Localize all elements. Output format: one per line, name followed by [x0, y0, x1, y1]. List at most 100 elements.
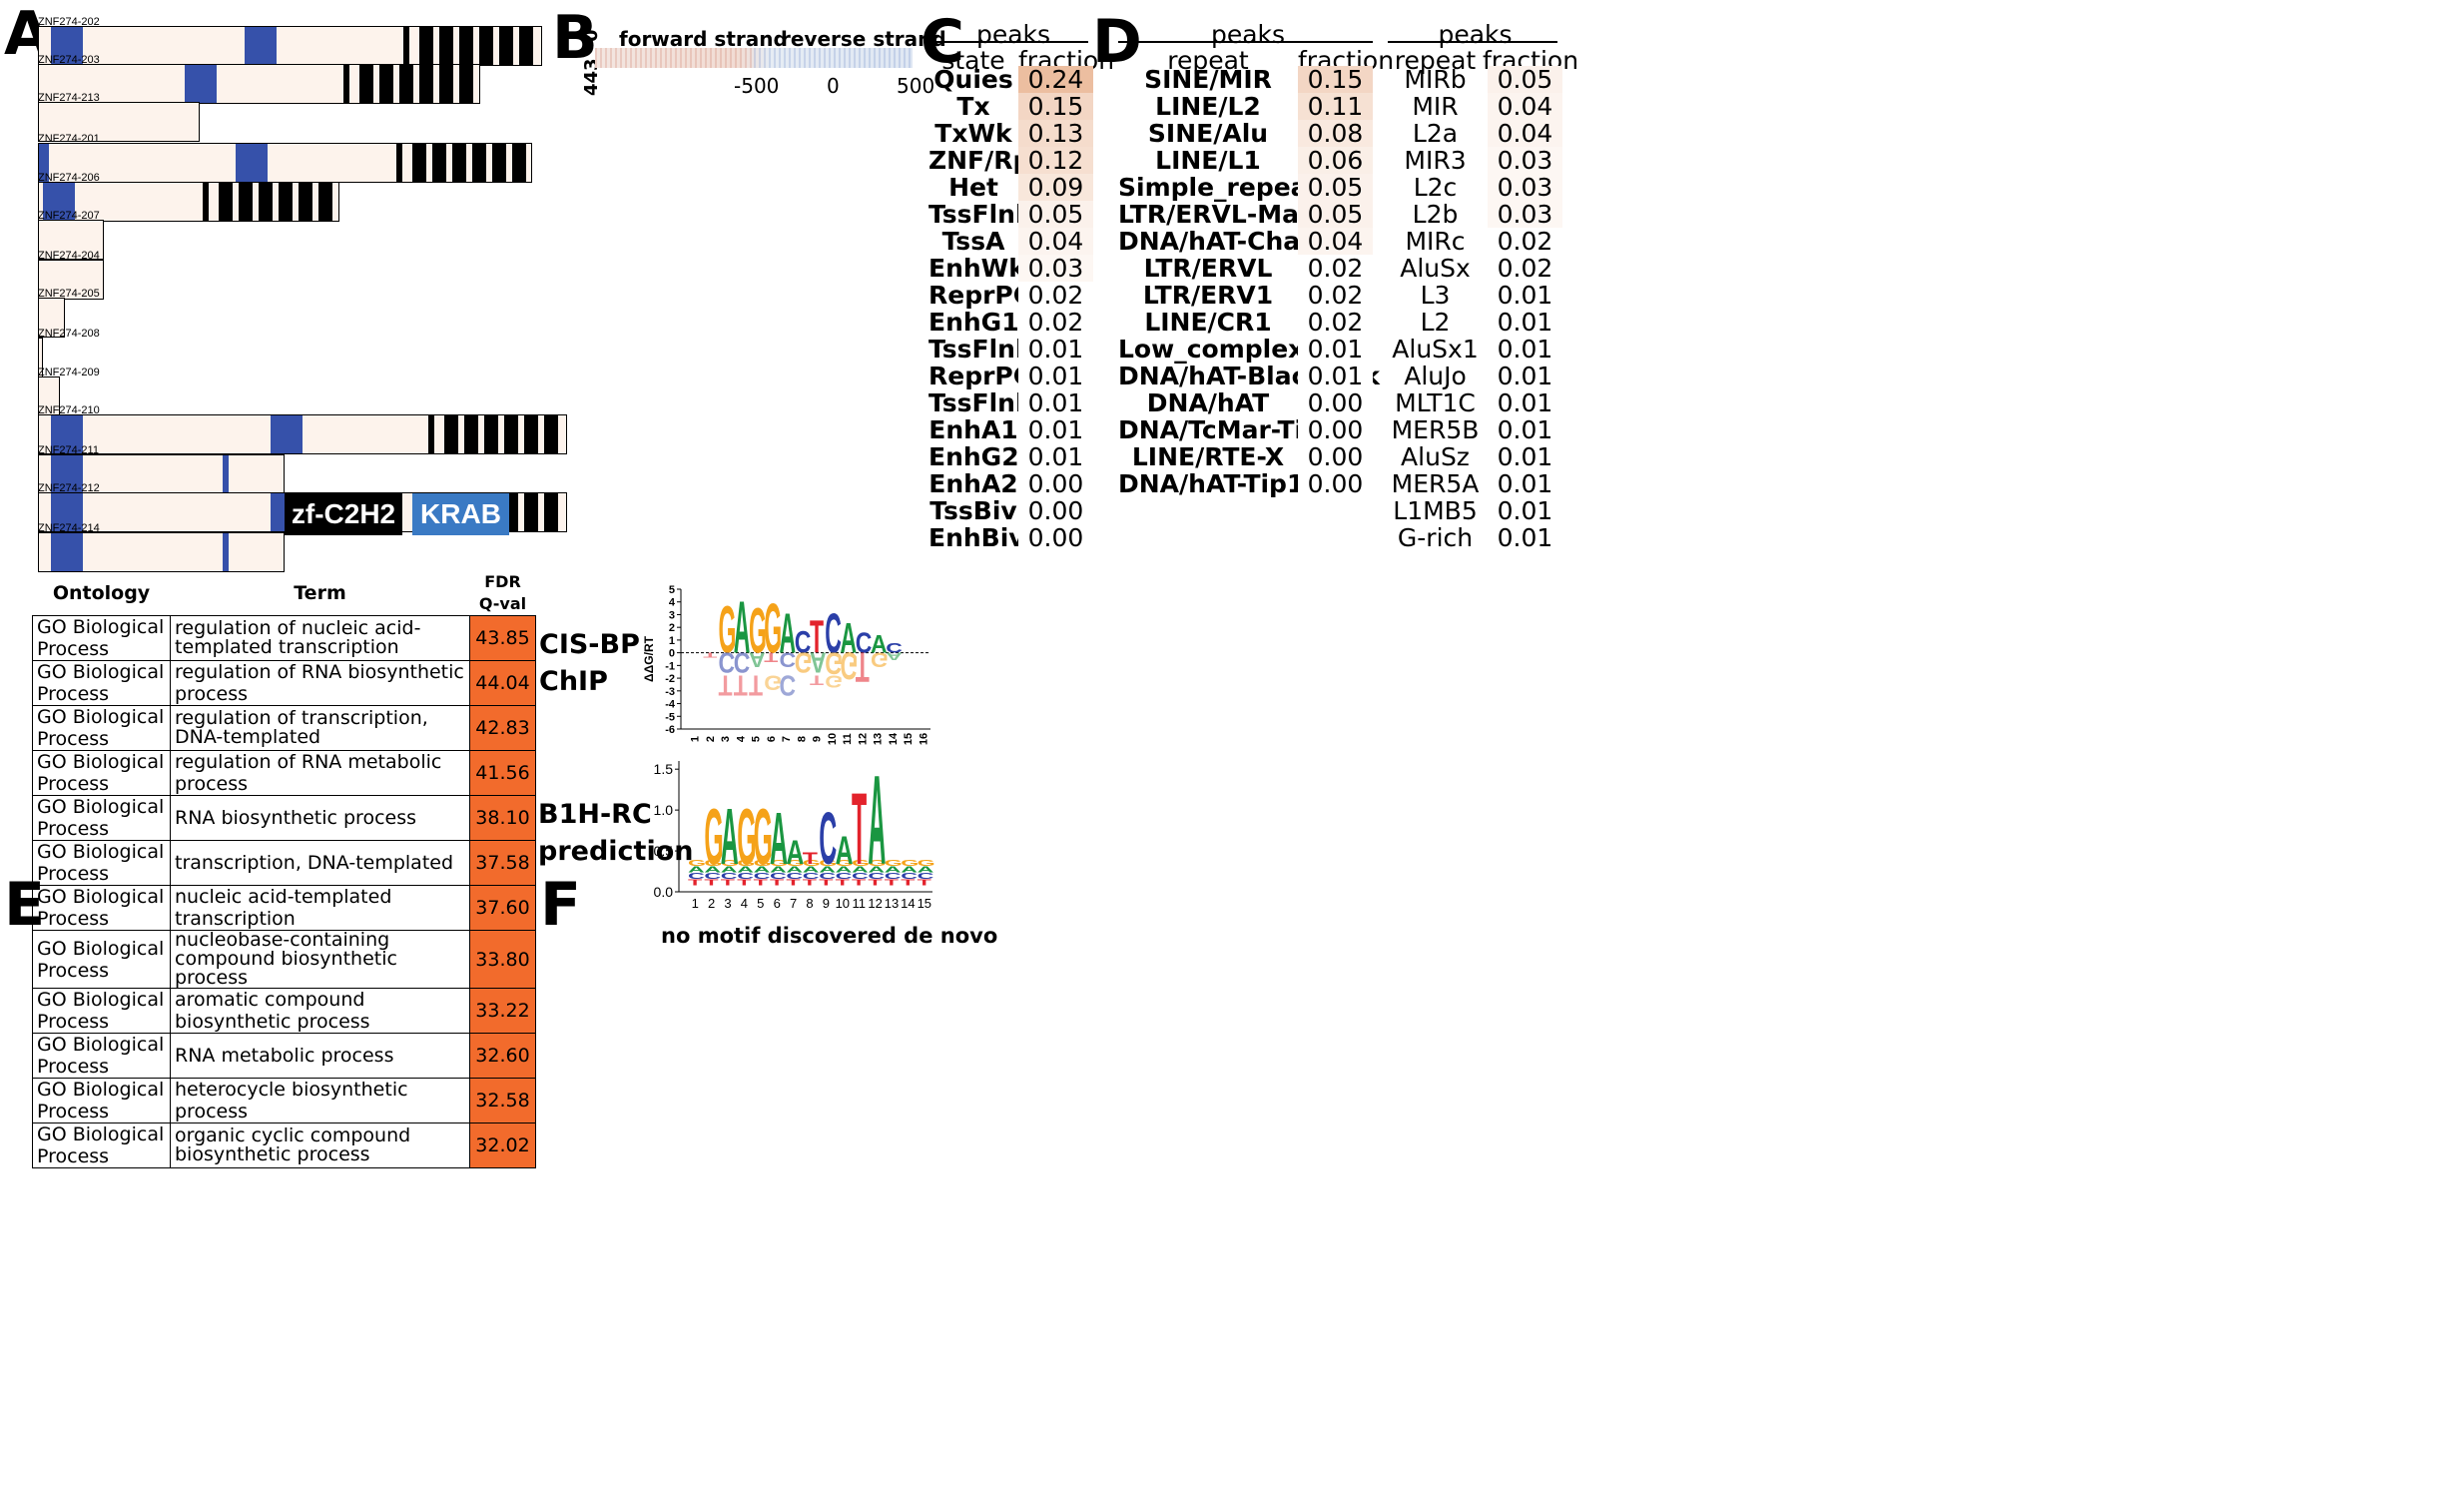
logo-letter-t: T	[734, 669, 748, 700]
zf-c2h2-domain	[519, 27, 533, 65]
fraction-cell: 0.13	[1018, 120, 1093, 147]
zf-c2h2-domain	[428, 415, 434, 453]
krab-domain	[51, 415, 83, 453]
row-label: LTR/ERV1	[1142, 281, 1274, 310]
isoform-track	[38, 143, 532, 183]
fraction-cell: 0.04	[1298, 228, 1373, 255]
fraction-cell: 0.02	[1018, 309, 1093, 336]
logo-letter-t: T	[836, 878, 851, 887]
go-row: GO Biological Process regulation of RNA b…	[32, 660, 536, 706]
legend-zf-c2h2: zf-C2H2	[285, 493, 402, 535]
fraction-cell: 0.01	[1018, 363, 1093, 389]
x-tick-label: 14	[901, 896, 915, 911]
zf-c2h2-domain	[499, 27, 513, 65]
logo-letter-a: A	[918, 865, 934, 874]
x-tick-label: 16	[918, 733, 929, 745]
x-tick-label: 7	[790, 896, 797, 911]
zf-c2h2-domain	[452, 144, 466, 182]
go-row: GO Biological Process regulation of RNA m…	[32, 750, 536, 796]
x-tick-label: 1	[692, 896, 699, 911]
fraction-cell: 0.02	[1298, 309, 1373, 336]
krab-domain	[51, 27, 83, 65]
logo-letter-g: G	[770, 858, 788, 867]
y-tick-label: -4	[665, 699, 676, 711]
row-label: EnhWk	[928, 254, 1025, 283]
y-tick-label: 4	[669, 597, 676, 609]
isoform-track	[38, 454, 285, 494]
logo-letter-a: A	[871, 631, 888, 659]
logo-letter-g: G	[825, 671, 843, 691]
y-tick-label: -3	[665, 686, 675, 698]
x-tick-label: 6	[766, 736, 778, 742]
fdr-qval-cell: 38.10	[469, 795, 536, 841]
ontology-cell: GO Biological Process	[32, 795, 171, 841]
isoform-label: ZNF274-214	[38, 522, 100, 534]
zf-c2h2-domain	[203, 183, 209, 221]
row-label: MLT1C	[1395, 388, 1476, 417]
ontology-cell: GO Biological Process	[32, 840, 171, 886]
logo-letter-c: C	[737, 871, 754, 880]
fdr-qval-cell: 42.83	[469, 705, 536, 751]
logo-letter-g: G	[803, 858, 821, 867]
logo-letter-t: T	[764, 649, 778, 665]
zf-c2h2-domain	[419, 27, 433, 65]
row-label: Tx	[956, 92, 990, 121]
logo-letter-a: A	[688, 865, 705, 874]
logo-letter-g: G	[764, 589, 782, 668]
zf-c2h2-domain	[419, 65, 433, 103]
krab-domain	[223, 455, 229, 493]
logo-letter-a: A	[780, 603, 797, 666]
term-cell: regulation of RNA biosynthetic process	[170, 660, 470, 706]
fraction-cell: 0.01	[1018, 336, 1093, 363]
isoform-label: ZNF274-206	[38, 172, 100, 184]
row-label: EnhG2	[928, 442, 1019, 471]
x-tick-label: 2	[708, 896, 715, 911]
legend-krab: KRAB	[412, 493, 509, 535]
logo-letter-g: G	[901, 858, 919, 867]
zf-c2h2-domain	[396, 144, 402, 182]
fraction-cell: 0.01	[1298, 363, 1373, 389]
row-label: DNA/TcMar-Tigger	[1118, 415, 1369, 444]
isoform-label: ZNF274-207	[38, 210, 100, 222]
logo-letter-g: G	[868, 858, 886, 867]
term-cell: aromatic compound biosynthetic process	[170, 988, 470, 1034]
logo-letter-a: A	[886, 650, 903, 662]
zf-c2h2-domain	[459, 27, 473, 65]
y-tick-label: 1.5	[654, 761, 674, 777]
zf-c2h2-domain	[524, 415, 538, 453]
logo-letter-g: G	[721, 858, 739, 867]
logo-letter-t: T	[852, 878, 867, 887]
logo-letter-t: T	[786, 878, 801, 887]
go-row: GO Biological Process regulation of trans…	[32, 705, 536, 751]
fraction-cell: 0.03	[1488, 174, 1562, 201]
fraction-cell: 0.24	[1018, 66, 1093, 93]
go-row: GO Biological Process nucleobase-containi…	[32, 930, 536, 989]
fraction-cell: 0.02	[1298, 255, 1373, 282]
col-ontology: Ontology	[52, 582, 151, 604]
logo-letter-g: G	[764, 671, 782, 695]
fraction-cell: 0.15	[1298, 66, 1373, 93]
row-label: Het	[948, 173, 998, 202]
fraction-cell: 0.11	[1298, 93, 1373, 120]
row-label: L2	[1420, 308, 1451, 337]
logo-letter-a: A	[786, 834, 804, 872]
x-tick-label: 5	[757, 896, 764, 911]
ontology-cell: GO Biological Process	[32, 1078, 171, 1123]
row-label: AluSx1	[1392, 335, 1479, 364]
row-label: MIRb	[1404, 65, 1467, 94]
x-tick-label: 15	[918, 896, 931, 911]
fraction-cell: 0.05	[1488, 66, 1562, 93]
logo-letter-t: T	[885, 878, 900, 887]
chromatin-state-table: peaks state fraction Quies 0.24 Tx 0.15 TxWk…	[928, 20, 1114, 559]
fraction-cell: 0.01	[1018, 389, 1093, 416]
krab-domain	[51, 493, 83, 531]
row-label: DNA/hAT-Blackjack	[1118, 362, 1380, 390]
x-tick-label: 4	[735, 735, 747, 742]
x-tick-label: 12	[857, 733, 869, 745]
logo-letter-c: C	[688, 871, 705, 880]
logo-letter-t: T	[803, 878, 818, 887]
logo-letter-t: T	[868, 878, 883, 887]
repeat-subfamily-table: peaks repeat fraction MIRb 0.05 MIR 0.04 L2a…	[1388, 20, 1578, 559]
strand-heatmap	[595, 48, 913, 68]
